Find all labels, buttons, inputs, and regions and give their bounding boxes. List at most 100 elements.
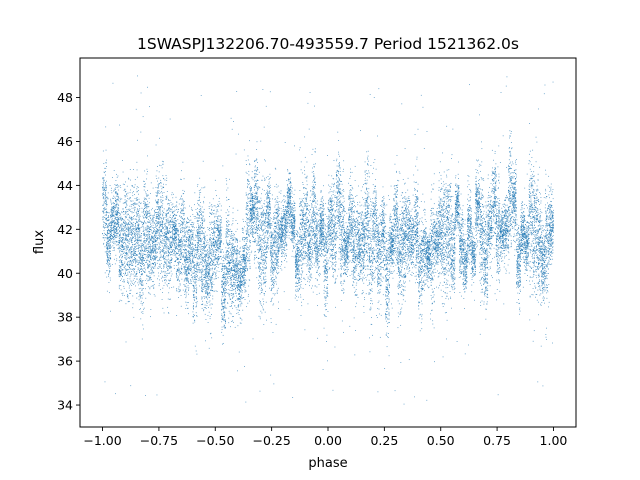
- data-point: [335, 239, 337, 241]
- data-point: [114, 207, 116, 209]
- data-point: [133, 252, 135, 254]
- data-point: [265, 248, 267, 250]
- data-point: [173, 251, 175, 253]
- data-point: [326, 273, 328, 275]
- data-point: [263, 242, 264, 244]
- data-point: [159, 208, 161, 210]
- data-point: [549, 256, 550, 258]
- data-point: [272, 257, 274, 258]
- data-point: [352, 260, 354, 262]
- data-point: [383, 235, 385, 237]
- data-point: [246, 222, 248, 224]
- data-point: [130, 235, 132, 236]
- data-point: [147, 234, 148, 236]
- data-point: [462, 247, 464, 249]
- data-point: [247, 198, 249, 200]
- data-point: [135, 274, 137, 275]
- data-point: [250, 199, 252, 201]
- data-point: [357, 256, 358, 258]
- data-point: [476, 194, 477, 195]
- data-point: [226, 183, 228, 185]
- data-point: [415, 199, 417, 201]
- data-point: [432, 231, 433, 232]
- data-point: [449, 256, 450, 258]
- data-point: [497, 261, 498, 263]
- data-point: [545, 246, 547, 248]
- data-point: [284, 213, 285, 215]
- data-point: [310, 279, 311, 281]
- data-point: [323, 261, 325, 263]
- data-point: [486, 267, 488, 268]
- data-point: [269, 198, 271, 200]
- data-point: [347, 239, 348, 241]
- data-point: [305, 251, 306, 252]
- data-point: [533, 188, 534, 190]
- data-point: [335, 258, 336, 260]
- data-point: [275, 242, 277, 243]
- data-point: [323, 248, 325, 250]
- data-point: [261, 214, 263, 215]
- data-point: [249, 203, 251, 204]
- data-point: [253, 240, 255, 242]
- data-point: [543, 282, 545, 284]
- data-point: [206, 262, 208, 264]
- data-point: [262, 283, 264, 285]
- data-point: [269, 219, 270, 221]
- data-point: [534, 256, 536, 258]
- data-point: [183, 266, 184, 268]
- data-point: [284, 226, 286, 228]
- data-point: [475, 181, 477, 183]
- data-point: [210, 253, 211, 254]
- data-point: [133, 207, 135, 209]
- data-point: [465, 257, 467, 259]
- data-point: [325, 247, 327, 249]
- data-point: [266, 256, 268, 258]
- data-point: [549, 207, 551, 208]
- data-point: [410, 222, 412, 224]
- data-point: [310, 253, 311, 254]
- data-point: [186, 277, 188, 279]
- data-point: [431, 266, 433, 268]
- data-point: [293, 217, 295, 219]
- data-point: [544, 279, 546, 281]
- data-point: [122, 245, 124, 247]
- data-point: [477, 216, 479, 218]
- data-point: [102, 226, 104, 228]
- data-point: [340, 265, 342, 267]
- data-point: [160, 205, 162, 207]
- data-point: [485, 217, 487, 218]
- data-point: [217, 224, 219, 226]
- data-point: [447, 252, 449, 254]
- data-point: [506, 227, 508, 229]
- data-point: [391, 238, 393, 239]
- data-point: [499, 290, 501, 292]
- data-point: [545, 264, 547, 266]
- data-point: [396, 228, 398, 230]
- data-point: [171, 246, 173, 247]
- data-point: [486, 255, 488, 257]
- data-point: [463, 275, 465, 277]
- data-point: [346, 235, 347, 237]
- data-point: [232, 294, 234, 296]
- data-point: [196, 353, 198, 355]
- data-point: [278, 226, 280, 228]
- data-point: [376, 217, 378, 219]
- data-point: [279, 265, 281, 267]
- data-point: [470, 249, 472, 251]
- data-point: [267, 185, 269, 187]
- data-point: [248, 219, 250, 221]
- data-point: [265, 248, 267, 250]
- data-point: [175, 239, 177, 241]
- data-point: [398, 251, 400, 253]
- data-point: [239, 292, 240, 294]
- data-point: [380, 280, 382, 282]
- data-point: [131, 192, 133, 194]
- data-point: [356, 263, 358, 265]
- data-point: [301, 227, 303, 228]
- data-point: [274, 215, 276, 217]
- data-point: [449, 224, 450, 226]
- data-point: [516, 283, 518, 285]
- data-point: [359, 246, 361, 248]
- data-point: [486, 282, 488, 284]
- data-point: [175, 256, 177, 258]
